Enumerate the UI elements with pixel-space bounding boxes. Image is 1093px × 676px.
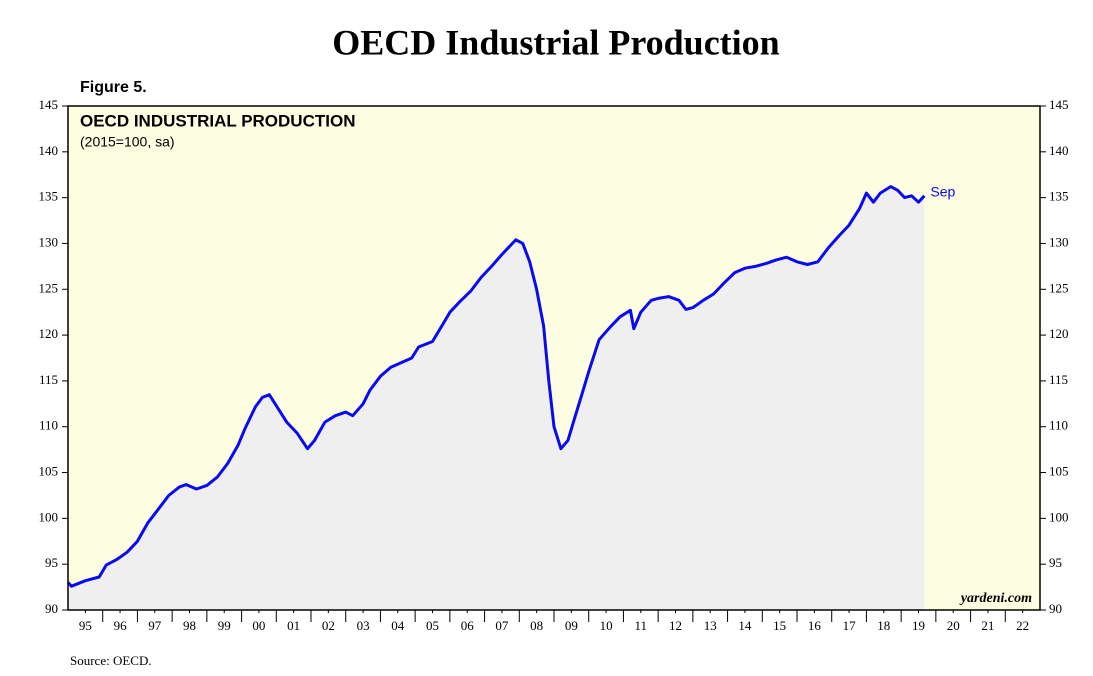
- x-tick-label: 01: [287, 618, 300, 633]
- y-tick-label: 135: [39, 189, 59, 204]
- y2-tick-label: 90: [1049, 601, 1062, 616]
- x-tick-label: 15: [773, 618, 786, 633]
- y2-tick-label: 110: [1049, 418, 1068, 433]
- x-tick-label: 18: [877, 618, 890, 633]
- chart-title: OECD Industrial Production: [332, 22, 779, 62]
- x-tick-label: 13: [704, 618, 717, 633]
- source: Source: OECD.: [70, 653, 152, 668]
- x-tick-label: 07: [495, 618, 509, 633]
- y-tick-label: 140: [39, 143, 59, 158]
- y2-tick-label: 135: [1049, 189, 1069, 204]
- x-tick-label: 10: [600, 618, 613, 633]
- x-tick-label: 95: [79, 618, 92, 633]
- subtitle: OECD INDUSTRIAL PRODUCTION: [80, 111, 355, 130]
- y-tick-label: 145: [39, 97, 59, 112]
- x-tick-label: 19: [912, 618, 925, 633]
- y2-tick-label: 140: [1049, 143, 1069, 158]
- y-tick-label: 115: [39, 372, 58, 387]
- y-tick-label: 105: [39, 464, 59, 479]
- x-tick-label: 20: [947, 618, 960, 633]
- watermark: yardeni.com: [959, 591, 1032, 606]
- y2-tick-label: 120: [1049, 326, 1069, 341]
- x-tick-label: 12: [669, 618, 682, 633]
- x-tick-label: 03: [357, 618, 370, 633]
- y-tick-label: 100: [39, 509, 59, 524]
- x-tick-label: 06: [461, 618, 475, 633]
- x-tick-label: 00: [252, 618, 265, 633]
- unit-note: (2015=100, sa): [80, 134, 175, 150]
- x-tick-label: 17: [843, 618, 857, 633]
- y2-tick-label: 115: [1049, 372, 1068, 387]
- y2-tick-label: 105: [1049, 464, 1069, 479]
- x-tick-label: 11: [635, 618, 648, 633]
- y-tick-label: 95: [45, 555, 58, 570]
- plot-layer: [66, 185, 926, 610]
- area: [68, 186, 925, 610]
- x-tick-label: 02: [322, 618, 335, 633]
- figure-label: Figure 5.: [80, 79, 147, 96]
- line: [66, 185, 926, 588]
- y-tick-label: 90: [45, 601, 58, 616]
- y2-tick-label: 125: [1049, 280, 1069, 295]
- x-tick-label: 97: [148, 618, 162, 633]
- x-tick-label: 14: [738, 618, 752, 633]
- x-tick-label: 09: [565, 618, 578, 633]
- x-tick-label: 05: [426, 618, 439, 633]
- x-tick-label: 16: [808, 618, 822, 633]
- y2-tick-label: 100: [1049, 509, 1069, 524]
- x-tick-label: 96: [114, 618, 128, 633]
- y-tick-label: 120: [39, 326, 59, 341]
- x-tick-label: 21: [981, 618, 994, 633]
- annotation: Sep: [930, 184, 955, 200]
- x-tick-label: 04: [391, 618, 405, 633]
- y-tick-label: 125: [39, 280, 59, 295]
- x-tick-label: 99: [218, 618, 231, 633]
- y2-tick-label: 145: [1049, 97, 1069, 112]
- x-tick-label: 08: [530, 618, 543, 633]
- x-tick-label: 98: [183, 618, 196, 633]
- x-tick-label: 22: [1016, 618, 1029, 633]
- y2-tick-label: 95: [1049, 555, 1062, 570]
- y-tick-label: 110: [39, 418, 58, 433]
- y2-tick-label: 130: [1049, 234, 1069, 249]
- y-tick-label: 130: [39, 234, 59, 249]
